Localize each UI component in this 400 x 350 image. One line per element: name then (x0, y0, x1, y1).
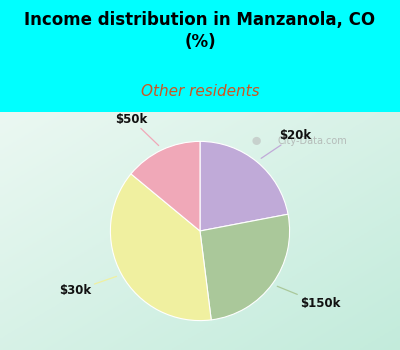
Wedge shape (110, 174, 211, 321)
Wedge shape (131, 141, 200, 231)
Text: Income distribution in Manzanola, CO
(%): Income distribution in Manzanola, CO (%) (24, 10, 376, 51)
Text: $20k: $20k (261, 129, 311, 158)
Text: $50k: $50k (115, 113, 159, 146)
Text: $150k: $150k (277, 286, 340, 310)
Wedge shape (200, 214, 290, 320)
Wedge shape (200, 141, 288, 231)
Text: ⬤: ⬤ (251, 136, 261, 145)
Text: $30k: $30k (60, 276, 116, 297)
Text: Other residents: Other residents (141, 84, 259, 99)
Text: City-Data.com: City-Data.com (277, 135, 347, 146)
